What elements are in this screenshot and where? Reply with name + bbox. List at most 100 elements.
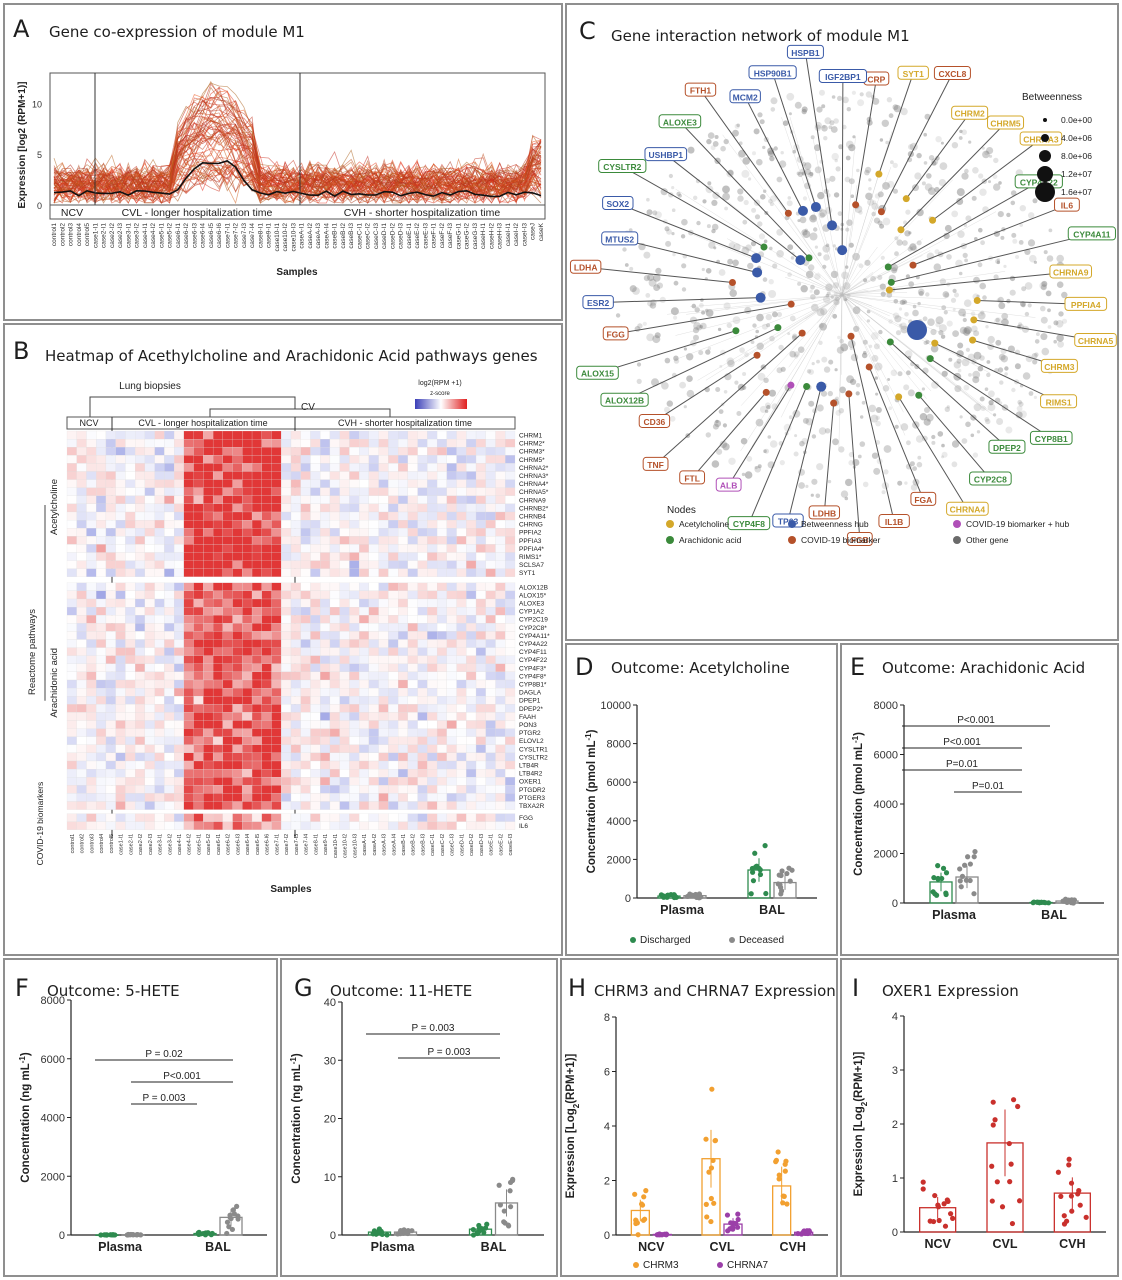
heat-cell [271, 455, 282, 464]
heat-cell [203, 447, 214, 456]
other-gene-node [624, 263, 629, 267]
other-gene-node [900, 107, 908, 116]
gene-label: CYSLTR2 [603, 162, 641, 172]
heat-cell [222, 552, 233, 561]
heat-cell [349, 447, 360, 456]
heat-cell [505, 631, 516, 640]
heat-cell [378, 639, 389, 648]
heat-cell [505, 752, 516, 762]
heat-cell [329, 631, 340, 640]
other-gene-node [809, 289, 813, 293]
heat-cell [388, 582, 399, 591]
gene-label: CHRNA2* [519, 465, 549, 472]
heat-cell [212, 487, 223, 496]
heat-cell [212, 544, 223, 553]
data-point [782, 1168, 788, 1174]
other-gene-node [859, 92, 864, 97]
heat-cell [446, 582, 457, 591]
data-point [773, 1159, 779, 1165]
heat-cell [271, 568, 282, 577]
heat-cell [456, 712, 467, 721]
other-gene-node [839, 386, 846, 394]
other-gene-node [1024, 311, 1030, 317]
y-tick-label: 4 [892, 1011, 898, 1023]
heat-cell [154, 760, 165, 770]
heat-cell [329, 598, 340, 608]
p-value: P = 0.003 [143, 1093, 186, 1104]
heat-cell [407, 777, 418, 786]
heat-cell [398, 655, 408, 664]
sample-label: case6-I6 [265, 834, 271, 855]
other-gene-node [814, 144, 821, 152]
heat-cell [349, 560, 360, 569]
heat-cell [456, 447, 467, 456]
sample-label: caseE-I3 [508, 834, 514, 856]
heat-cell [398, 752, 408, 762]
heat-cell [261, 528, 272, 537]
heat-cell [329, 552, 340, 561]
gene-label: PPFIA4 [1071, 300, 1101, 310]
data-point [971, 854, 977, 860]
heat-cell [212, 720, 223, 729]
heat-cell [66, 511, 77, 521]
heat-cell [115, 487, 126, 496]
gene-label: CYP4A11 [1073, 229, 1111, 239]
data-point [733, 1220, 739, 1227]
heat-cell [212, 752, 223, 762]
other-gene-node [659, 296, 666, 303]
heat-cell [105, 679, 116, 689]
other-gene-node [995, 317, 1000, 323]
heat-cell [105, 607, 116, 616]
heat-cell [203, 528, 214, 537]
heat-cell [261, 736, 272, 745]
heat-cell [203, 487, 214, 496]
other-gene-node [776, 367, 783, 374]
heat-cell [329, 639, 340, 648]
heat-cell [456, 607, 467, 616]
heat-cell [310, 560, 321, 569]
heat-cell [271, 536, 282, 545]
heat-cell [349, 544, 360, 553]
heat-cell [66, 528, 77, 537]
heat-cell [212, 671, 223, 681]
heat-cell [407, 712, 418, 721]
heat-cell [300, 728, 311, 737]
other-gene-node [797, 219, 801, 223]
heat-cell [407, 728, 418, 737]
heat-cell [446, 528, 457, 537]
sample-label: caseF-I2 [439, 223, 446, 249]
other-gene-node [865, 192, 873, 200]
left-label: Arachidonic acid [49, 648, 60, 718]
heat-cell [66, 631, 77, 640]
heat-cell [495, 728, 506, 737]
other-gene-node [906, 370, 911, 376]
data-point [1009, 1220, 1016, 1227]
heat-cell [349, 720, 360, 729]
data-point [1077, 1202, 1083, 1208]
heat-cell [475, 712, 486, 721]
other-gene-node [879, 138, 884, 142]
heat-cell [446, 777, 457, 786]
leader-line [748, 386, 808, 524]
gene-tag [987, 115, 1025, 130]
other-gene-node [817, 191, 825, 200]
heat-cell [466, 663, 477, 672]
heat-cell [456, 639, 467, 648]
gene-label: PPFIA2 [519, 530, 542, 537]
data-point [1015, 1103, 1021, 1110]
data-point [935, 1202, 941, 1208]
heat-cell [96, 663, 107, 672]
other-gene-node [615, 313, 621, 318]
heat-cell [466, 655, 477, 664]
heat-cell [407, 447, 418, 456]
gene-label: CYP4A11* [519, 633, 550, 640]
heat-cell [495, 487, 506, 496]
heat-cell [164, 752, 175, 762]
gene-tag [658, 114, 702, 129]
heat-cell [66, 696, 77, 705]
heat-cell [144, 793, 155, 802]
heat-cell [251, 528, 262, 537]
heat-cell [96, 801, 107, 810]
heat-cell [125, 793, 136, 802]
heat-cell [232, 696, 243, 705]
